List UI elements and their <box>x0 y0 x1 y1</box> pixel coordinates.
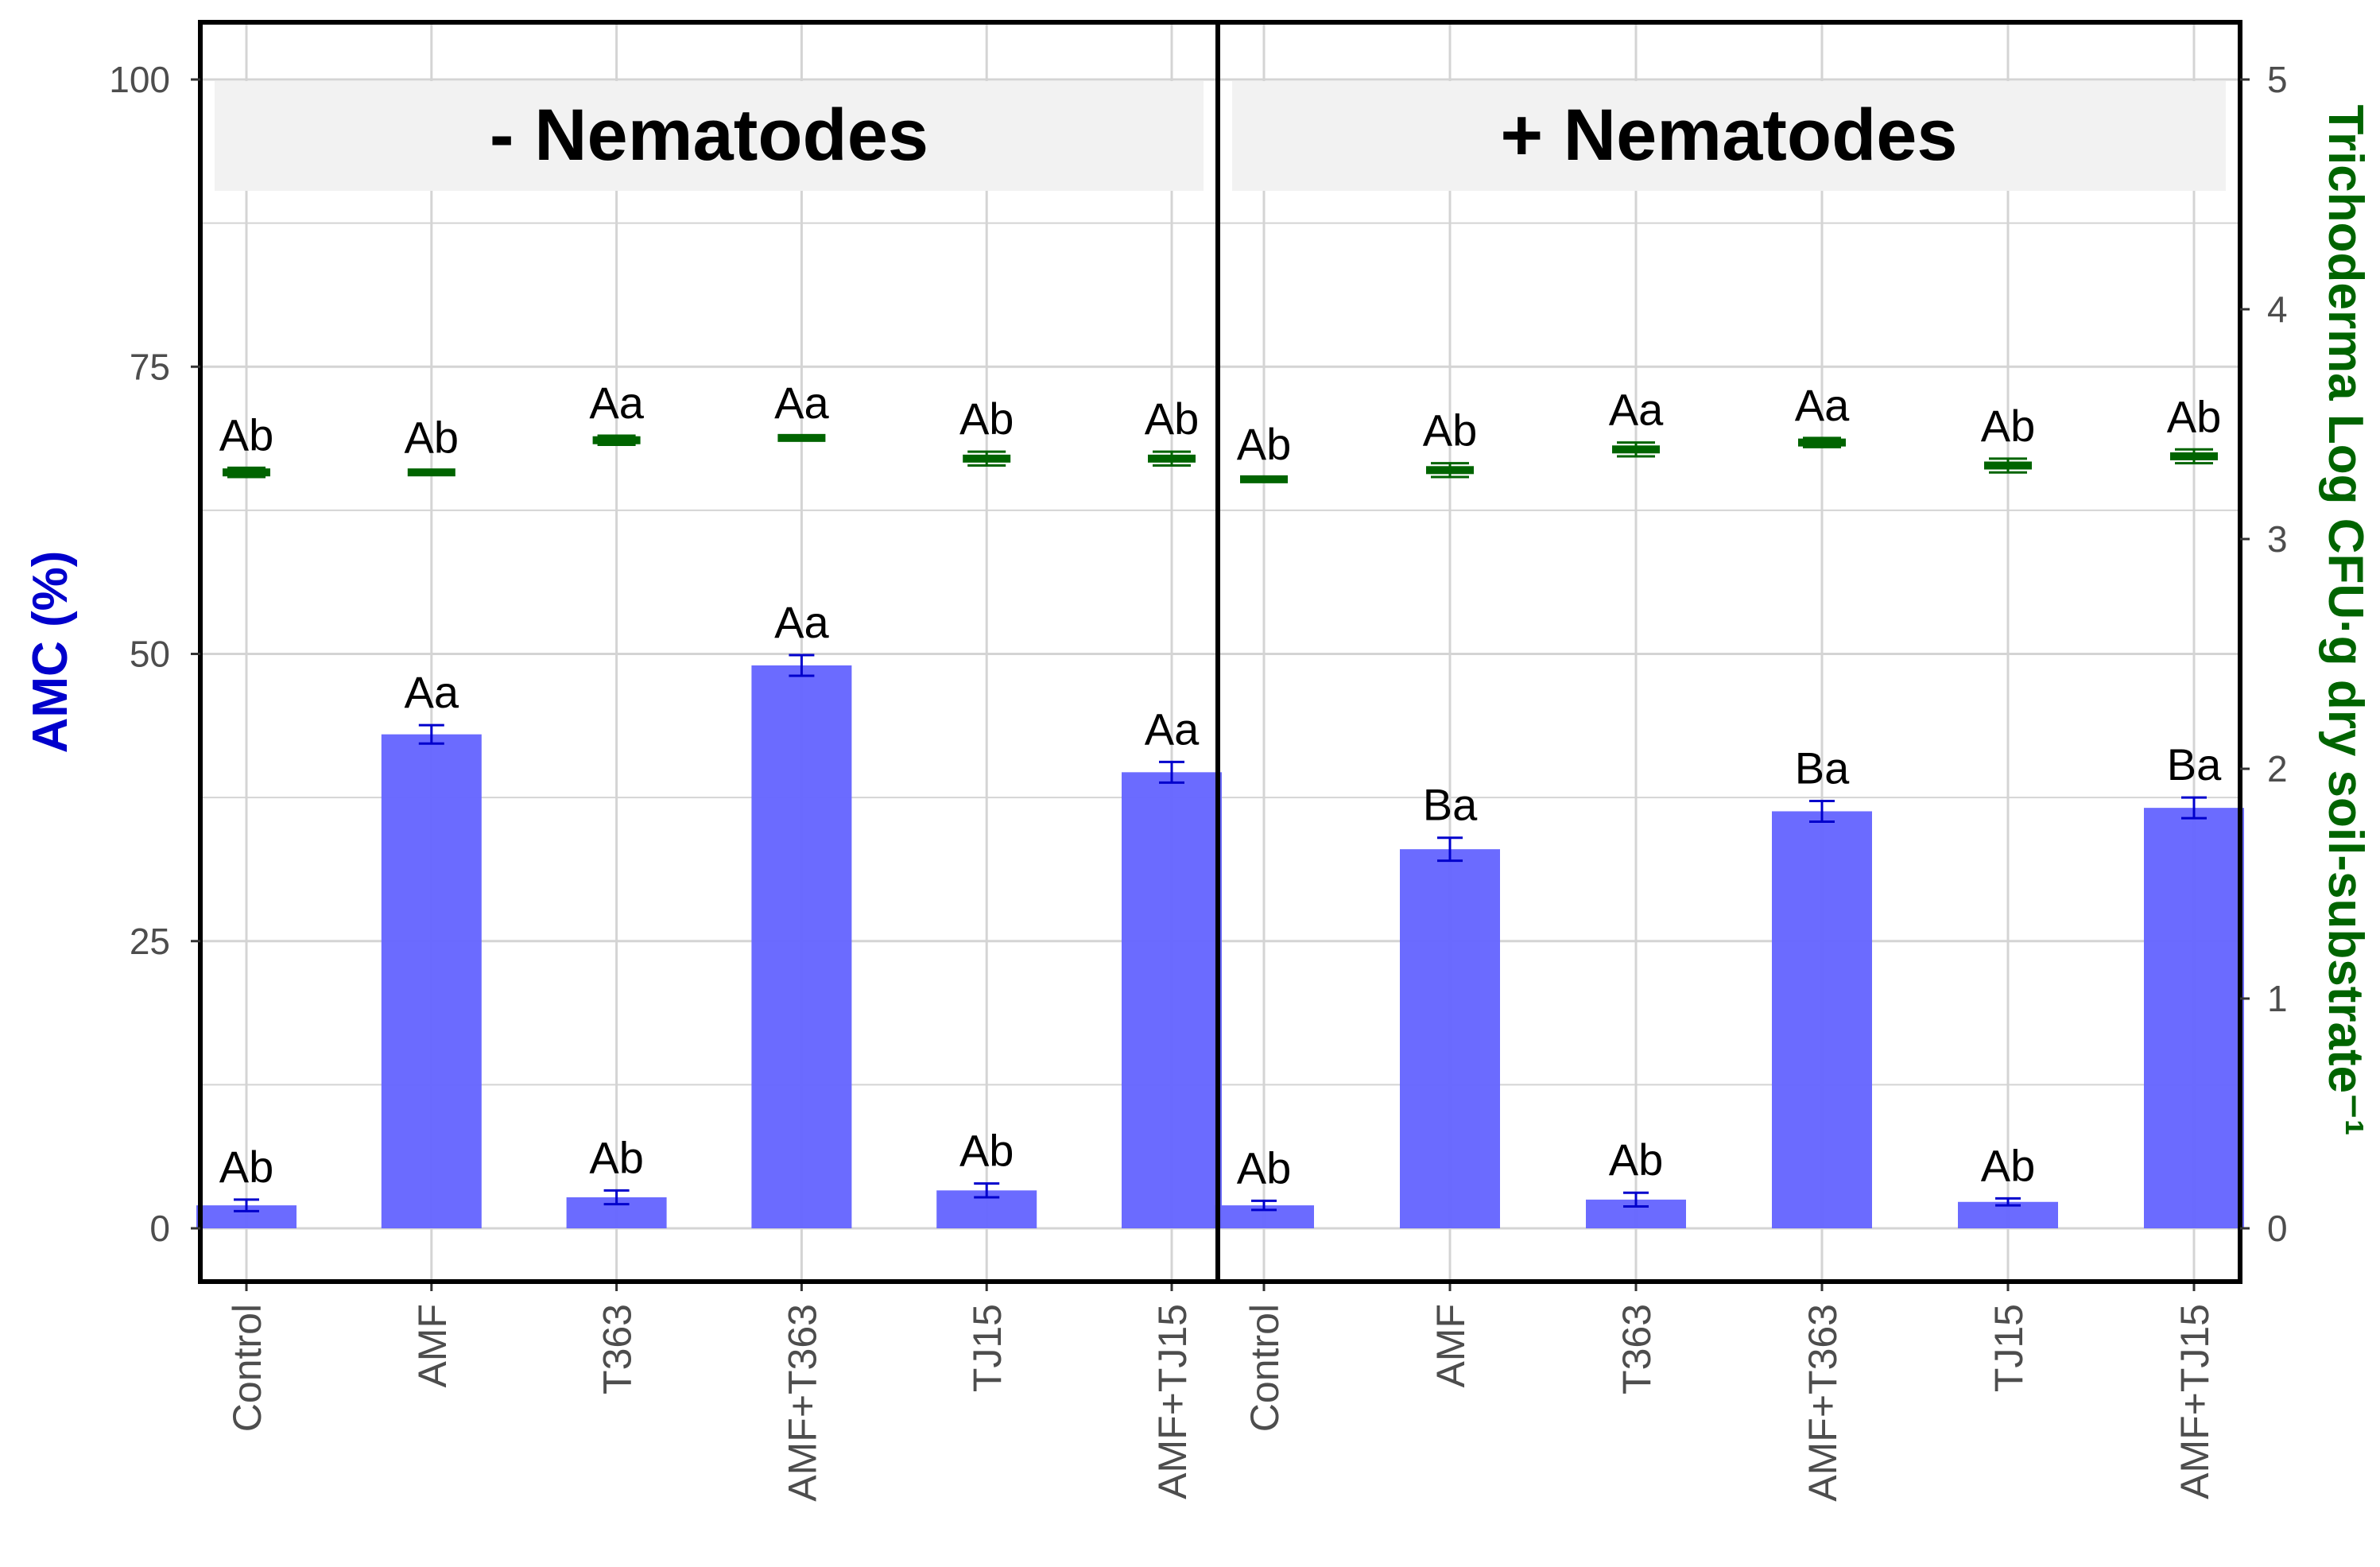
category-label: AMF+TJ15 <box>1150 1304 1195 1499</box>
trichoderma-significance-label: Ab <box>405 412 459 462</box>
amc-error-bar <box>1437 836 1463 863</box>
trichoderma-point <box>1798 438 1846 447</box>
trichoderma-point <box>407 468 455 477</box>
amc-error-bar <box>1159 760 1184 784</box>
y-right-tick-label: 4 <box>2267 289 2288 330</box>
panel-title: - Nematodes <box>490 95 928 176</box>
y-left-tick-label: 0 <box>149 1208 170 1249</box>
panel-background <box>200 22 1218 1282</box>
panel-border <box>1215 20 2242 1284</box>
trichoderma-significance-label: Ab <box>219 409 274 460</box>
panel-strip <box>1232 81 2226 191</box>
category-label: AMF+T363 <box>1801 1304 1845 1502</box>
trichoderma-significance-label: Ab <box>1423 405 1478 456</box>
amc-significance-label: Ab <box>959 1126 1014 1176</box>
category-label: TJ15 <box>965 1304 1010 1392</box>
amc-bar <box>1772 811 1872 1228</box>
amc-significance-label: Ba <box>1795 743 1850 793</box>
trichoderma-significance-label: Aa <box>589 378 644 428</box>
amc-error-bar <box>1809 799 1835 823</box>
amc-bar <box>2144 808 2244 1228</box>
trichoderma-point <box>223 468 270 477</box>
trichoderma-point <box>963 454 1011 463</box>
trichoderma-significance-label: Ab <box>959 394 1014 444</box>
amc-error-bar <box>2181 796 2207 820</box>
panel-strip <box>215 81 1204 191</box>
trichoderma-point <box>1984 461 2032 470</box>
amc-error-bar <box>1995 1197 2021 1207</box>
amc-significance-label: Ab <box>1237 1142 1292 1193</box>
trichoderma-significance-label: Aa <box>1609 385 1664 435</box>
amc-error-bar <box>418 723 444 745</box>
amc-significance-label: Aa <box>774 597 829 647</box>
category-label: Control <box>225 1304 269 1432</box>
category-label: AMF+T363 <box>780 1304 824 1502</box>
trichoderma-point <box>592 436 641 444</box>
amc-significance-label: Ab <box>1609 1135 1664 1185</box>
trichoderma-significance-label: Aa <box>774 378 829 428</box>
category-label: AMF <box>1428 1304 1473 1388</box>
y-axis-title-right: Trichoderma Log CFU·g dry soil-substrate… <box>2318 105 2373 1136</box>
amc-significance-label: Aa <box>405 667 459 717</box>
category-label: Control <box>1242 1304 1287 1432</box>
trichoderma-point <box>1612 445 1660 454</box>
trichoderma-significance-label: Ab <box>1237 419 1292 469</box>
y-left-tick-label: 25 <box>130 921 170 962</box>
y-right-tick-label: 3 <box>2267 518 2288 560</box>
amc-bar <box>1122 772 1222 1228</box>
trichoderma-point <box>1426 466 1474 475</box>
trichoderma-point <box>1148 454 1196 463</box>
amc-error-bar <box>234 1198 259 1212</box>
amc-error-bar <box>603 1189 630 1206</box>
amc-significance-label: Ba <box>2167 739 2222 789</box>
panel-title: + Nematodes <box>1500 95 1957 176</box>
y-axis-title-left: AMC (%) <box>23 551 78 754</box>
y-right-tick-label: 2 <box>2267 748 2288 789</box>
trichoderma-point <box>777 433 826 442</box>
y-right-tick-label: 1 <box>2267 978 2288 1019</box>
y-left-tick-label: 75 <box>130 346 170 387</box>
panel-background <box>1218 22 2240 1282</box>
category-label: TJ15 <box>1987 1304 2031 1392</box>
category-label: T363 <box>1614 1304 1659 1394</box>
y-left-tick-label: 50 <box>130 634 170 675</box>
amc-significance-label: Ab <box>1981 1140 2036 1190</box>
trichoderma-significance-label: Ab <box>1145 394 1200 444</box>
category-label: AMF+TJ15 <box>2173 1304 2217 1499</box>
category-label: T363 <box>595 1304 640 1394</box>
amc-bar <box>381 734 482 1228</box>
trichoderma-point <box>1240 475 1288 483</box>
trichoderma-point <box>2170 452 2218 460</box>
amc-error-bar <box>1623 1191 1649 1208</box>
amc-error-bar <box>1251 1199 1277 1212</box>
amc-significance-label: Ab <box>589 1132 644 1182</box>
category-label: AMF <box>410 1304 455 1388</box>
trichoderma-significance-label: Ab <box>1981 401 2036 451</box>
y-left-tick-label: 100 <box>109 59 170 100</box>
y-right-tick-label: 0 <box>2267 1208 2288 1249</box>
amc-error-bar <box>974 1182 1000 1199</box>
amc-significance-label: Ab <box>219 1142 274 1192</box>
trichoderma-significance-label: Aa <box>1795 380 1850 430</box>
y-right-tick-label: 5 <box>2267 59 2288 100</box>
amc-significance-label: Ba <box>1423 780 1478 830</box>
amc-bar <box>751 665 852 1228</box>
amc-significance-label: Aa <box>1145 704 1200 754</box>
amc-error-bar <box>789 654 815 677</box>
amc-bar <box>1400 849 1500 1228</box>
trichoderma-significance-label: Ab <box>2167 391 2222 441</box>
